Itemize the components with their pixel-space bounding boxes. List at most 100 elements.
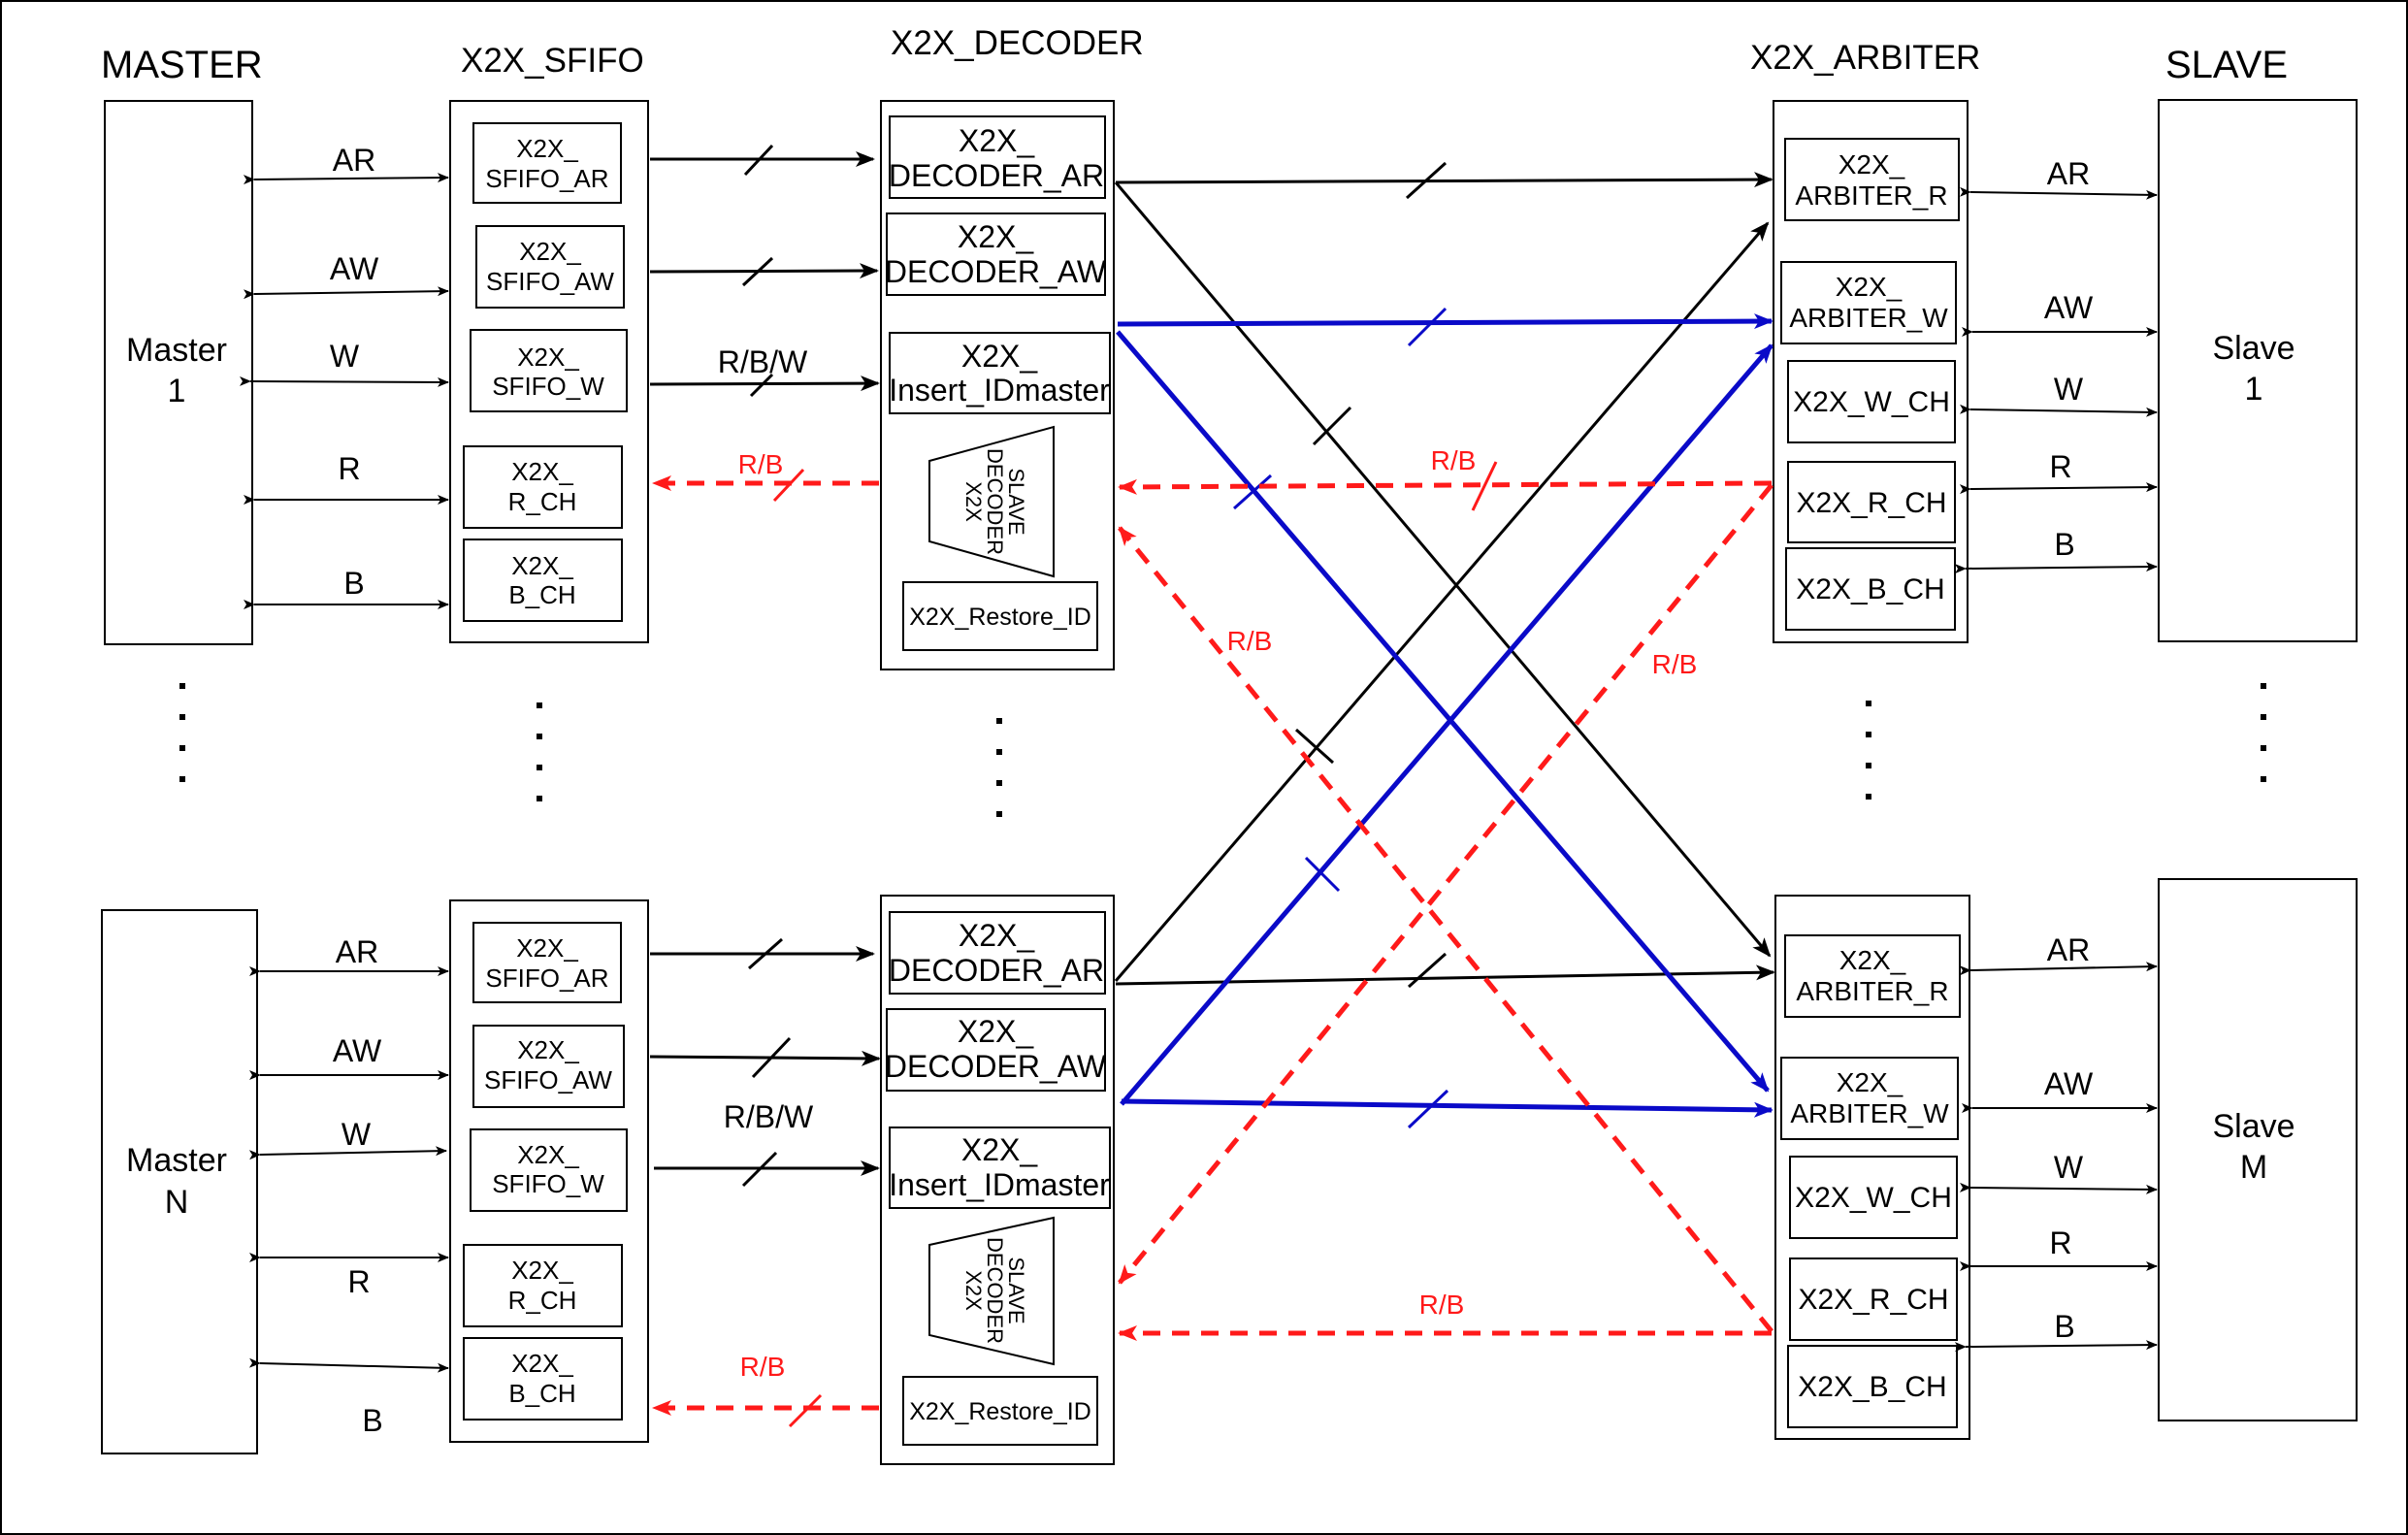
sfifo-n-b-line2: B_CH <box>508 1379 575 1408</box>
decoder-1-slave-line1: X2X <box>961 481 986 522</box>
dec1-aw-to-arb1 <box>1117 313 1773 330</box>
sm-ar-label: AR <box>2047 932 2090 967</box>
sfifo-1-b-line1: X2X_ <box>511 551 573 580</box>
sfifo-n-w-block <box>470 1128 628 1212</box>
sfifo1-w-bus-mark <box>749 373 774 398</box>
rb-label-sfifo-n: R/B <box>740 1352 786 1382</box>
sfifo-1-b-block <box>463 539 623 622</box>
sfifo-1-ar-block <box>472 122 622 204</box>
dec1-ar-to-armb-bus-mark-a <box>1312 406 1352 446</box>
s1-r-label: R <box>2049 449 2071 484</box>
master-n-box <box>101 909 258 1454</box>
arbiter-1-wch-block <box>1787 360 1956 443</box>
sfifo-n-r-line2: R_CH <box>508 1286 577 1315</box>
decoder1-rb-bus-mark <box>772 468 805 503</box>
mn-b-link <box>248 1357 449 1373</box>
decn-ar-to-arb1 <box>1114 221 1770 982</box>
sfifo-1-r-line1: X2X_ <box>511 457 573 486</box>
rbw-label-n: R/B/W <box>724 1099 814 1134</box>
sm-aw-label: AW <box>2044 1066 2094 1101</box>
decoder-1-ar-line2: DECODER_AR <box>889 158 1104 193</box>
sfifo-n-ar-line1: X2X_ <box>516 933 578 963</box>
master-n-label: Master <box>126 1142 227 1179</box>
sfifo-1-r-block <box>463 445 623 529</box>
slave-1-box <box>2158 99 2358 642</box>
arbiter-m-wch-block <box>1789 1156 1958 1239</box>
decoder-1-aw-block <box>886 212 1106 296</box>
arbiter-1-rch-block <box>1787 461 1956 543</box>
decoder-n-slave-line2: DECODER <box>983 1237 1007 1344</box>
slave-1-number: 1 <box>2245 371 2263 408</box>
decoder-1-slave-line3: SLAVE <box>1004 468 1028 535</box>
arbiter-1-r-block <box>1784 138 1960 221</box>
sfifo-1-aw-line2: SFIFO_AW <box>486 267 614 296</box>
decoder-1-ar-block <box>889 115 1106 199</box>
decoder-1-slave-trapezoid <box>928 425 1055 578</box>
arbiter-m-wch-label: X2X_W_CH <box>1795 1182 1952 1214</box>
arbiter-1-r-line1: X2X_ <box>1839 149 1905 180</box>
arbiter-1-w-line2: ARBITER_W <box>1789 303 1948 333</box>
s1-ar-link <box>1959 186 2158 200</box>
sfifo-n-ar-line2: SFIFO_AR <box>485 963 608 993</box>
sm-w-label: W <box>2054 1150 2084 1185</box>
arbiter-m-r-line1: X2X_ <box>1839 945 1906 975</box>
sfifo-n-aw-line1: X2X_ <box>517 1035 579 1064</box>
slave-m-label: Slave <box>2212 1108 2294 1145</box>
sfifo-n-w-line2: SFIFO_W <box>492 1169 604 1198</box>
decn-aw-armw-bus-mark <box>1407 1089 1449 1129</box>
decn-aw-to-armw <box>1121 1098 1773 1118</box>
sfifo1-aw-to-decoder <box>649 263 879 279</box>
mn-r-label: R <box>347 1264 370 1299</box>
sm-w-link <box>1959 1182 2158 1194</box>
sfifo-1-aw-line1: X2X_ <box>519 237 581 266</box>
sfifo-1-w-block <box>470 329 628 412</box>
rb-label-sfifo-1: R/B <box>738 449 784 479</box>
decn-ar-to-armb-bus-mark <box>1407 952 1448 989</box>
sfifo-n-w-line1: X2X_ <box>517 1140 579 1169</box>
master-1-number: 1 <box>168 373 186 409</box>
arbiter-1-rch-label: X2X_R_CH <box>1796 487 1946 519</box>
sfifo-n-b-line1: X2X_ <box>511 1349 573 1378</box>
arbiter-m-bch-block <box>1787 1345 1958 1428</box>
decoder-1-insert-line1: X2X_ <box>961 339 1038 374</box>
sfifon-ar-bus-mark <box>748 937 783 970</box>
arbiter-1-bch-block <box>1785 547 1956 631</box>
s1-r-link <box>1959 482 2158 495</box>
sfifo-1-ar-line2: SFIFO_AR <box>485 164 608 193</box>
sfifo1-ar-bus-mark <box>743 144 774 177</box>
arbiter-1-bch-label: X2X_B_CH <box>1796 573 1944 605</box>
decoder-n-aw-block <box>886 1008 1106 1092</box>
sfifo-n-ar-block <box>472 922 622 1003</box>
slave-ellipsis <box>2261 683 2266 782</box>
decoder-1-slave-text: X2X DECODER SLAVE <box>961 448 1028 555</box>
decoder-1-insert-line2: Insert_IDmaster <box>889 373 1110 408</box>
sfifo-n-r-line1: X2X_ <box>511 1256 573 1285</box>
decoder-1-ar-line1: X2X_ <box>959 123 1035 158</box>
arbiter-m-w-line2: ARBITER_W <box>1790 1098 1949 1128</box>
sfifo-n-b-block <box>463 1337 623 1421</box>
sfifo-n-aw-line2: SFIFO_AW <box>484 1065 612 1094</box>
decn-ar-to-arb1-bus-mark <box>1294 728 1335 765</box>
arbiter-m-w-block <box>1780 1057 1959 1140</box>
dec1-aw-armw-bus-mark <box>1232 474 1273 510</box>
column-title-master: MASTER <box>101 44 263 86</box>
arbiter-m-r-block <box>1784 934 1961 1018</box>
dec1-aw-bus-mark <box>1407 307 1448 347</box>
sfifon-aw-to-decoder <box>649 1050 881 1066</box>
dec1-ar-to-arb1-bus-mark <box>1405 161 1448 200</box>
mn-w-label: W <box>342 1117 372 1152</box>
sfifo1-aw-bus-mark <box>741 256 774 287</box>
arbiter-1-r-line2: ARBITER_R <box>1795 180 1947 211</box>
decoder-n-insert-line2: Insert_IDmaster <box>889 1167 1110 1202</box>
sfifo-ellipsis <box>537 702 542 801</box>
slave-1-label: Slave <box>2212 330 2294 367</box>
master-ellipsis <box>179 683 185 782</box>
s1-b-label: B <box>2054 527 2074 562</box>
decoder-1-restore-block <box>902 581 1098 651</box>
m1-aw-link <box>243 286 449 300</box>
dec1-ar-to-armb <box>1114 181 1772 958</box>
decoder-n-insert-block <box>889 1127 1111 1209</box>
m1-ar-link <box>243 173 449 185</box>
rb-label-armb: R/B <box>1419 1290 1465 1320</box>
decoder-n-slave-line1: X2X <box>961 1270 986 1311</box>
